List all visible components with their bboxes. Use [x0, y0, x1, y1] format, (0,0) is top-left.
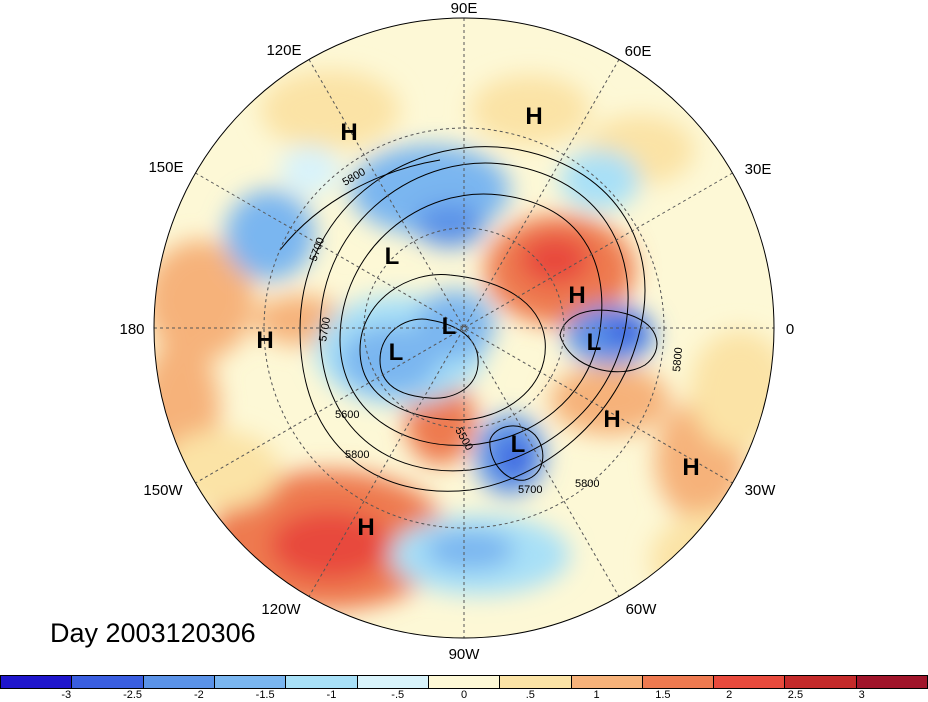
colorbar-tick-label: 2: [726, 689, 733, 701]
lon-label-60w: 60W: [626, 601, 658, 618]
low-marker: L: [389, 339, 404, 366]
lon-label-30w: 30W: [745, 482, 777, 499]
colorbar-tick-label: -1.5: [255, 689, 275, 701]
lon-label-30e: 30E: [745, 161, 772, 178]
low-marker: L: [385, 243, 400, 270]
lon-label-90e: 90E: [451, 0, 478, 17]
pressure-systems: H H L L H L L H L H H H: [256, 103, 699, 541]
high-marker: H: [340, 119, 357, 146]
colorbar-box: [72, 676, 144, 688]
contour-label: 5700: [518, 484, 542, 496]
high-marker: H: [603, 406, 620, 433]
colorbar-box: [500, 676, 572, 688]
lon-label-150e: 150E: [148, 159, 183, 176]
colorbar-tick-label: 3: [858, 689, 865, 701]
colorbar-box: [785, 676, 857, 688]
high-marker: H: [682, 454, 699, 481]
contour-label: 5700: [317, 316, 333, 342]
colorbar-box: [856, 676, 928, 688]
lon-label-120e: 120E: [266, 42, 301, 59]
lon-label-0: 0: [786, 321, 794, 338]
lon-label-150w: 150W: [143, 482, 183, 499]
colorbar-tick-label: 1.5: [655, 689, 671, 701]
colorbar-tick-label: -2.5: [123, 689, 143, 701]
lon-label-180: 180: [119, 321, 144, 338]
colorbar-box: [642, 676, 715, 688]
colorbar-box: [214, 676, 287, 688]
colorbar-box: [1, 676, 73, 688]
colorbar-box: [286, 676, 358, 688]
graticule: [154, 18, 774, 638]
colorbar-box: [714, 676, 786, 688]
contour-labels: 5800 5700 5700 5600 5500 5800 5700 5800 …: [308, 166, 686, 496]
anomaly-field: [154, 18, 774, 638]
lon-label-90w: 90W: [449, 646, 481, 663]
colorbar-box: [357, 676, 429, 688]
high-marker: H: [525, 103, 542, 130]
colorbar-tick-label: 2.5: [787, 689, 804, 701]
longitude-labels: 90E 60E 30E 0 30W 60W 90W 120W 150W 180 …: [119, 0, 794, 663]
colorbar-box: [571, 676, 643, 688]
colorbar-boxes: [0, 675, 928, 689]
colorbar-tick-label: 0: [460, 689, 468, 701]
high-marker: H: [357, 514, 374, 541]
lon-label-60e: 60E: [625, 43, 652, 60]
lon-label-120w: 120W: [261, 601, 301, 618]
low-marker: L: [442, 313, 457, 340]
colorbar-tick-label: -1: [326, 689, 337, 701]
colorbar-tick-label: -3: [61, 689, 72, 701]
low-marker: L: [511, 431, 526, 458]
colorbar-tick-label: .5: [525, 689, 535, 701]
contour-label: 5800: [575, 478, 599, 490]
colorbar-tick-label: 1: [593, 689, 600, 701]
colorbar: -3 -2.5 -2 -1.5 -1 -.5 0 .5 1 1.5 2 2.5 3: [0, 675, 928, 702]
map-title: Day 2003120306: [50, 618, 256, 648]
contour-label: 5600: [335, 409, 359, 421]
contour-label: 5800: [671, 347, 685, 372]
high-marker: H: [568, 282, 585, 309]
colorbar-box: [143, 676, 215, 688]
colorbar-tick-label: -2: [193, 689, 204, 701]
low-marker: L: [587, 329, 602, 356]
colorbar-labels: -3 -2.5 -2 -1.5 -1 -.5 0 .5 1 1.5 2 2.5 3: [0, 689, 928, 702]
colorbar-tick-label: -.5: [391, 689, 405, 701]
height-contours: [279, 146, 658, 492]
high-marker: H: [256, 327, 273, 354]
contour-label: 5800: [345, 449, 369, 461]
map-boundary: [153, 17, 775, 639]
colorbar-box: [428, 676, 501, 688]
polar-stereographic-map: 90E 60E 30E 0 30W 60W 90W 120W 150W 180 …: [119, 0, 794, 663]
